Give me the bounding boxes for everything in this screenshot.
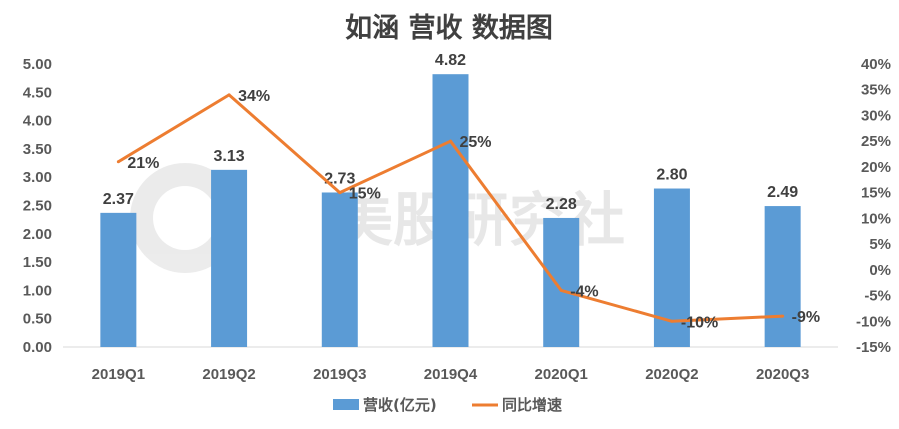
bar-data-label: 4.82 [435, 52, 466, 69]
y-left-tick-label: 0.50 [23, 311, 52, 328]
y-right-tick-label: 0% [869, 262, 891, 279]
bar [432, 74, 469, 348]
y-right-tick-label: 20% [861, 159, 891, 176]
line-data-label: -9% [792, 309, 820, 326]
x-tick-label: 2019Q1 [92, 366, 145, 383]
legend-label-bar: 营收(亿元) [363, 396, 437, 414]
bar-data-label: 2.37 [103, 191, 134, 208]
x-tick-label: 2020Q3 [756, 366, 809, 383]
y-left-tick-label: 1.50 [23, 254, 52, 271]
line-point [670, 319, 674, 323]
chart-title: 如涵 营收 数据图 [345, 13, 553, 44]
y-left-tick-label: 3.00 [23, 169, 52, 186]
y-right-tick-label: 10% [861, 210, 891, 227]
y-left-tick-label: 0.00 [23, 339, 52, 356]
legend: 营收(亿元) 同比增速 [333, 396, 562, 414]
line-data-label: 34% [238, 88, 270, 105]
bar [764, 206, 801, 347]
x-tick-label: 2019Q2 [202, 366, 255, 383]
y-left-tick-label: 1.00 [23, 282, 52, 299]
y-left-tick-label: 4.00 [23, 113, 52, 130]
y-axis-left: 0.00 0.50 1.00 1.50 2.00 2.50 3.00 3.50 4.00 4.50… [23, 56, 52, 356]
y-right-tick-label: 15% [861, 185, 891, 202]
bar [321, 192, 358, 347]
line-data-label: -10% [681, 314, 718, 331]
line-point [227, 93, 231, 97]
line-data-label: 15% [349, 186, 381, 203]
y-left-tick-label: 4.50 [23, 84, 52, 101]
y-left-tick-label: 5.00 [23, 56, 52, 73]
bar-data-label: 2.28 [546, 196, 577, 213]
y-right-tick-label: -10% [856, 313, 891, 330]
y-left-tick-label: 2.50 [23, 198, 52, 215]
line-point [116, 160, 120, 164]
line-data-label: 25% [460, 134, 492, 151]
line-point [449, 139, 452, 143]
bar [543, 217, 580, 347]
y-right-tick-label: 40% [861, 56, 891, 73]
line-point [781, 314, 785, 318]
y-axis-right: -15% -10% -5% 0% 5% 10% 15% 20% 25% 30% 35% 40% [856, 56, 891, 356]
x-tick-label: 2020Q1 [535, 366, 588, 383]
x-tick-label: 2019Q4 [424, 366, 478, 383]
y-right-tick-label: 30% [861, 107, 891, 124]
x-tick-label: 2019Q3 [313, 366, 366, 383]
line-data-label: 21% [127, 155, 159, 172]
y-left-tick-label: 2.00 [23, 226, 52, 243]
y-right-tick-label: -15% [856, 339, 891, 356]
y-right-tick-label: 5% [869, 236, 891, 253]
line-point [338, 191, 342, 195]
bar-data-label: 3.13 [214, 148, 245, 165]
y-right-tick-label: 35% [861, 82, 891, 99]
line-series [116, 93, 785, 323]
y-right-tick-label: -5% [864, 288, 891, 305]
bar-data-label: 2.49 [767, 184, 798, 201]
bar [100, 212, 137, 347]
bar-data-label: 2.80 [656, 167, 687, 184]
bar [211, 169, 248, 347]
line-point [559, 288, 563, 292]
line-labels: 21% 34% 15% 25% -4% -10% -9% [127, 88, 820, 331]
legend-swatch-bar [333, 399, 359, 410]
bar-series [100, 74, 801, 348]
bar-data-label: 2.73 [324, 170, 355, 187]
y-left-tick-label: 3.50 [23, 141, 52, 158]
x-tick-label: 2020Q2 [645, 366, 698, 383]
legend-label-line: 同比增速 [502, 396, 562, 414]
bar-labels: 2.37 3.13 2.73 4.82 2.28 2.80 2.49 [103, 52, 799, 213]
y-right-tick-label: 25% [861, 133, 891, 150]
watermark-logo-inner-icon [153, 186, 217, 250]
x-axis: 2019Q1 2019Q2 2019Q3 2019Q4 2020Q1 2020Q2 2020… [92, 366, 810, 383]
line-data-label: -4% [570, 283, 598, 300]
